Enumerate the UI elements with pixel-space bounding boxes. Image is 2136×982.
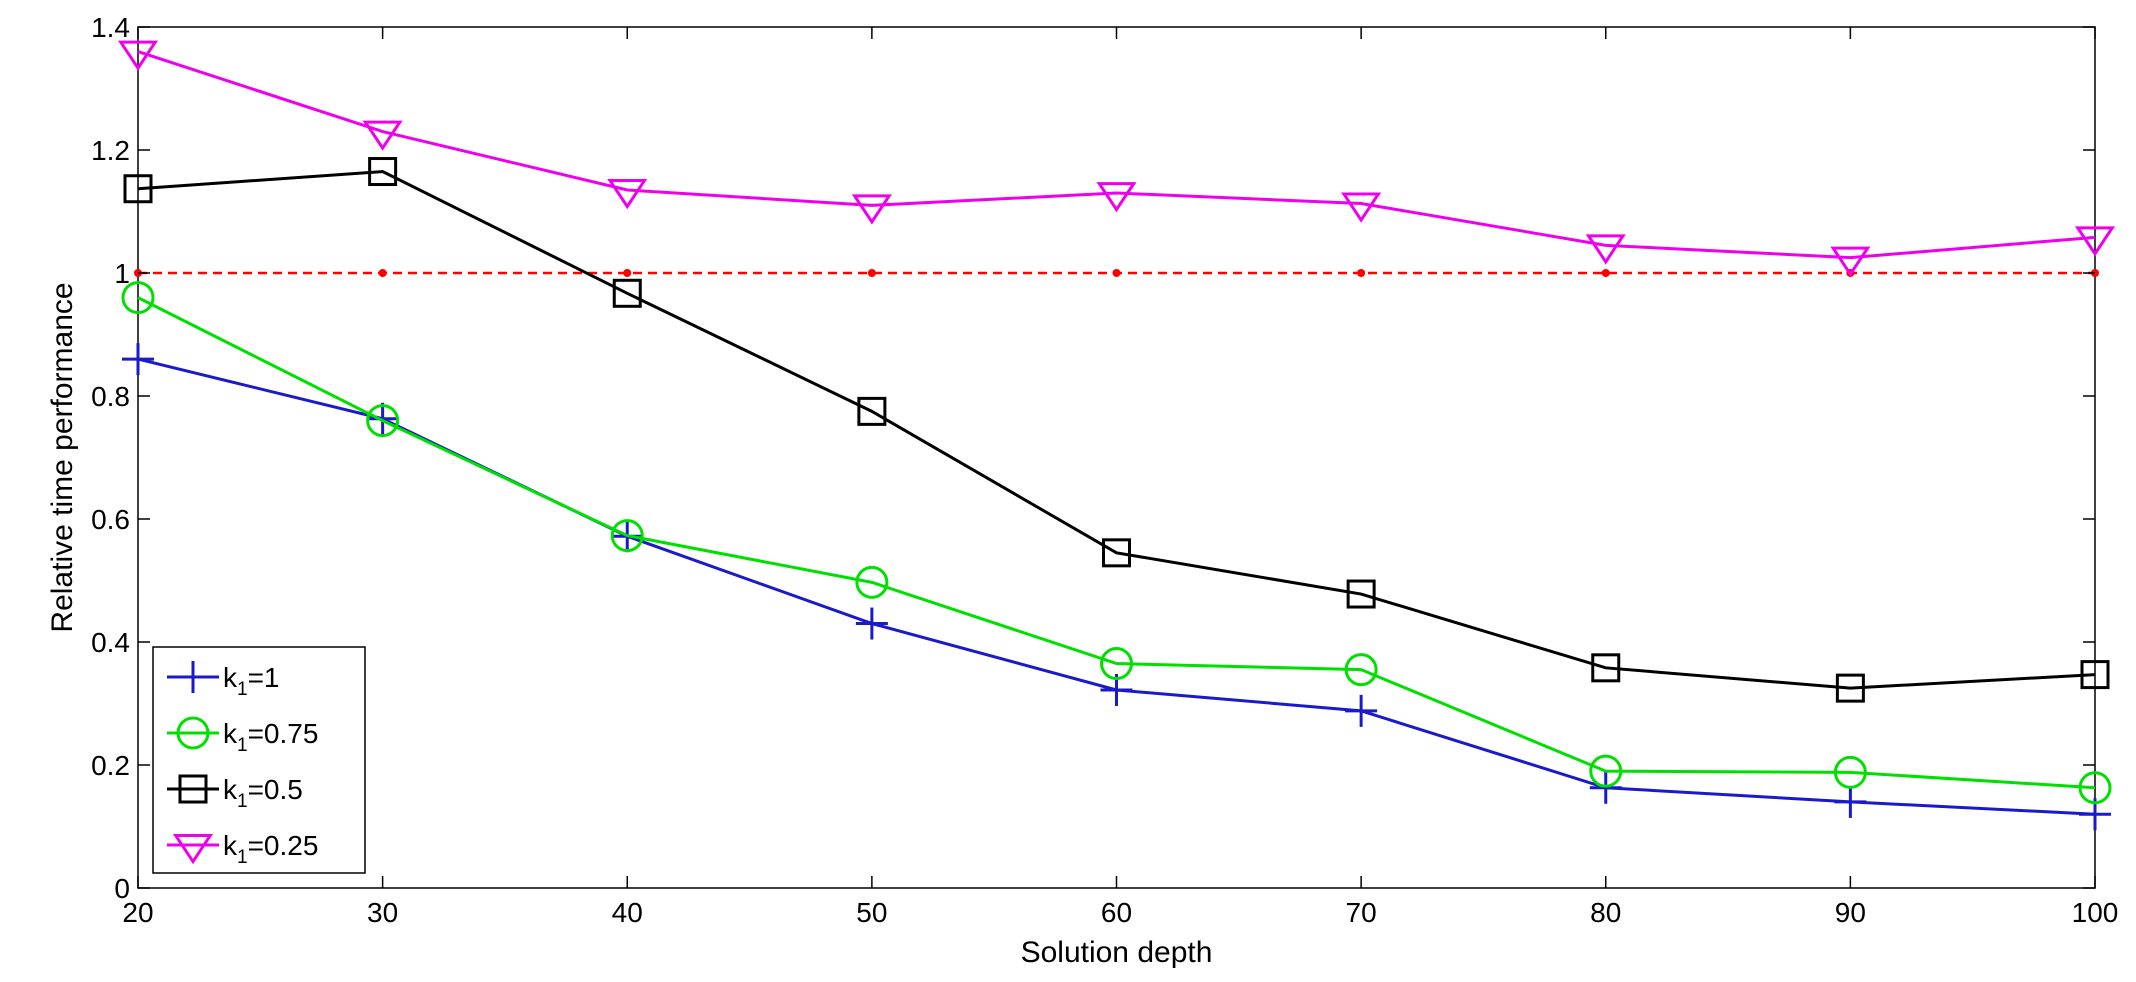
reference-point [867,269,876,277]
data-point [610,519,644,553]
x-tick-label: 20 [122,897,153,928]
axes-layer: 20 30 40 50 60 70 80 90 100 0 0.2 0.4 0.6 0.8 1 1.2 1.4 [91,12,2118,928]
data-point [1341,192,1382,223]
data-point [612,278,642,308]
reference-point [623,269,632,277]
legend-item: k1=0.25 [167,830,318,868]
series-layer [117,40,2116,831]
reference-point [378,269,387,277]
data-point [1591,653,1621,683]
x-tick-label: 70 [1346,897,1377,928]
legend-item: k1=0.75 [167,716,318,756]
x-tick-label: 80 [1590,897,1621,928]
data-point [1346,579,1376,609]
data-point [855,565,889,599]
data-point [366,404,400,438]
y-tick-label: 1 [114,258,130,289]
data-point [362,120,403,151]
legend-label: k1=1 [223,662,280,700]
y-tick-label: 0.6 [91,504,130,535]
y-tick-label: 1.4 [91,12,130,43]
x-tick-label: 40 [612,897,643,928]
data-point [1344,653,1378,687]
data-point [2080,660,2110,690]
series-line [137,169,2096,690]
data-point [1830,246,1871,277]
data-point [2078,771,2112,805]
data-point [123,174,153,204]
data-point [368,157,398,187]
series-k1=0.5 [123,157,2110,703]
y-tick-label: 0.2 [91,750,130,781]
x-tick-label: 90 [1835,897,1866,928]
reference-point [1601,269,1610,277]
reference-point [1357,269,1366,277]
data-point [117,40,159,71]
y-tick-label: 0 [114,873,130,904]
y-tick-label: 0.4 [91,627,130,658]
data-point [172,834,214,865]
legend-item: k1=1 [167,661,280,700]
data-point [1585,234,1626,265]
legend-label: k1=0.25 [223,830,318,868]
data-point [176,716,210,750]
series-line [137,50,2096,260]
data-point [1835,673,1865,703]
data-point [121,281,155,315]
legend-item: k1=0.5 [167,774,303,812]
x-tick-label: 50 [856,897,887,928]
data-point [857,396,887,426]
x-axis-label: Solution depth [1021,936,1213,969]
plot-area [137,26,2096,889]
y-tick-label: 0.8 [91,381,130,412]
x-tick-label: 100 [2072,897,2119,928]
data-point [1833,755,1867,789]
x-tick-label: 60 [1101,897,1132,928]
legend-label: k1=0.75 [223,718,318,756]
series-k1=0.25 [117,40,2116,277]
data-point [1589,754,1623,788]
legend-label: k1=0.5 [223,774,303,812]
series-line [137,296,2096,790]
legend: k1=1 k1=0.75 k1=0.5 k1=0.25 [152,646,366,874]
data-point [2074,226,2116,257]
data-point [1096,182,1137,213]
x-tick-label: 30 [367,897,398,928]
data-point [607,179,648,210]
data-point [178,774,208,804]
y-axis-label: Relative time performance [46,282,79,632]
y-tick-label: 1.2 [91,135,130,166]
reference-point [1112,269,1121,277]
data-point [1100,647,1133,681]
data-point [851,194,892,225]
data-point [1102,538,1131,568]
series-k1=0.75 [121,281,2112,805]
